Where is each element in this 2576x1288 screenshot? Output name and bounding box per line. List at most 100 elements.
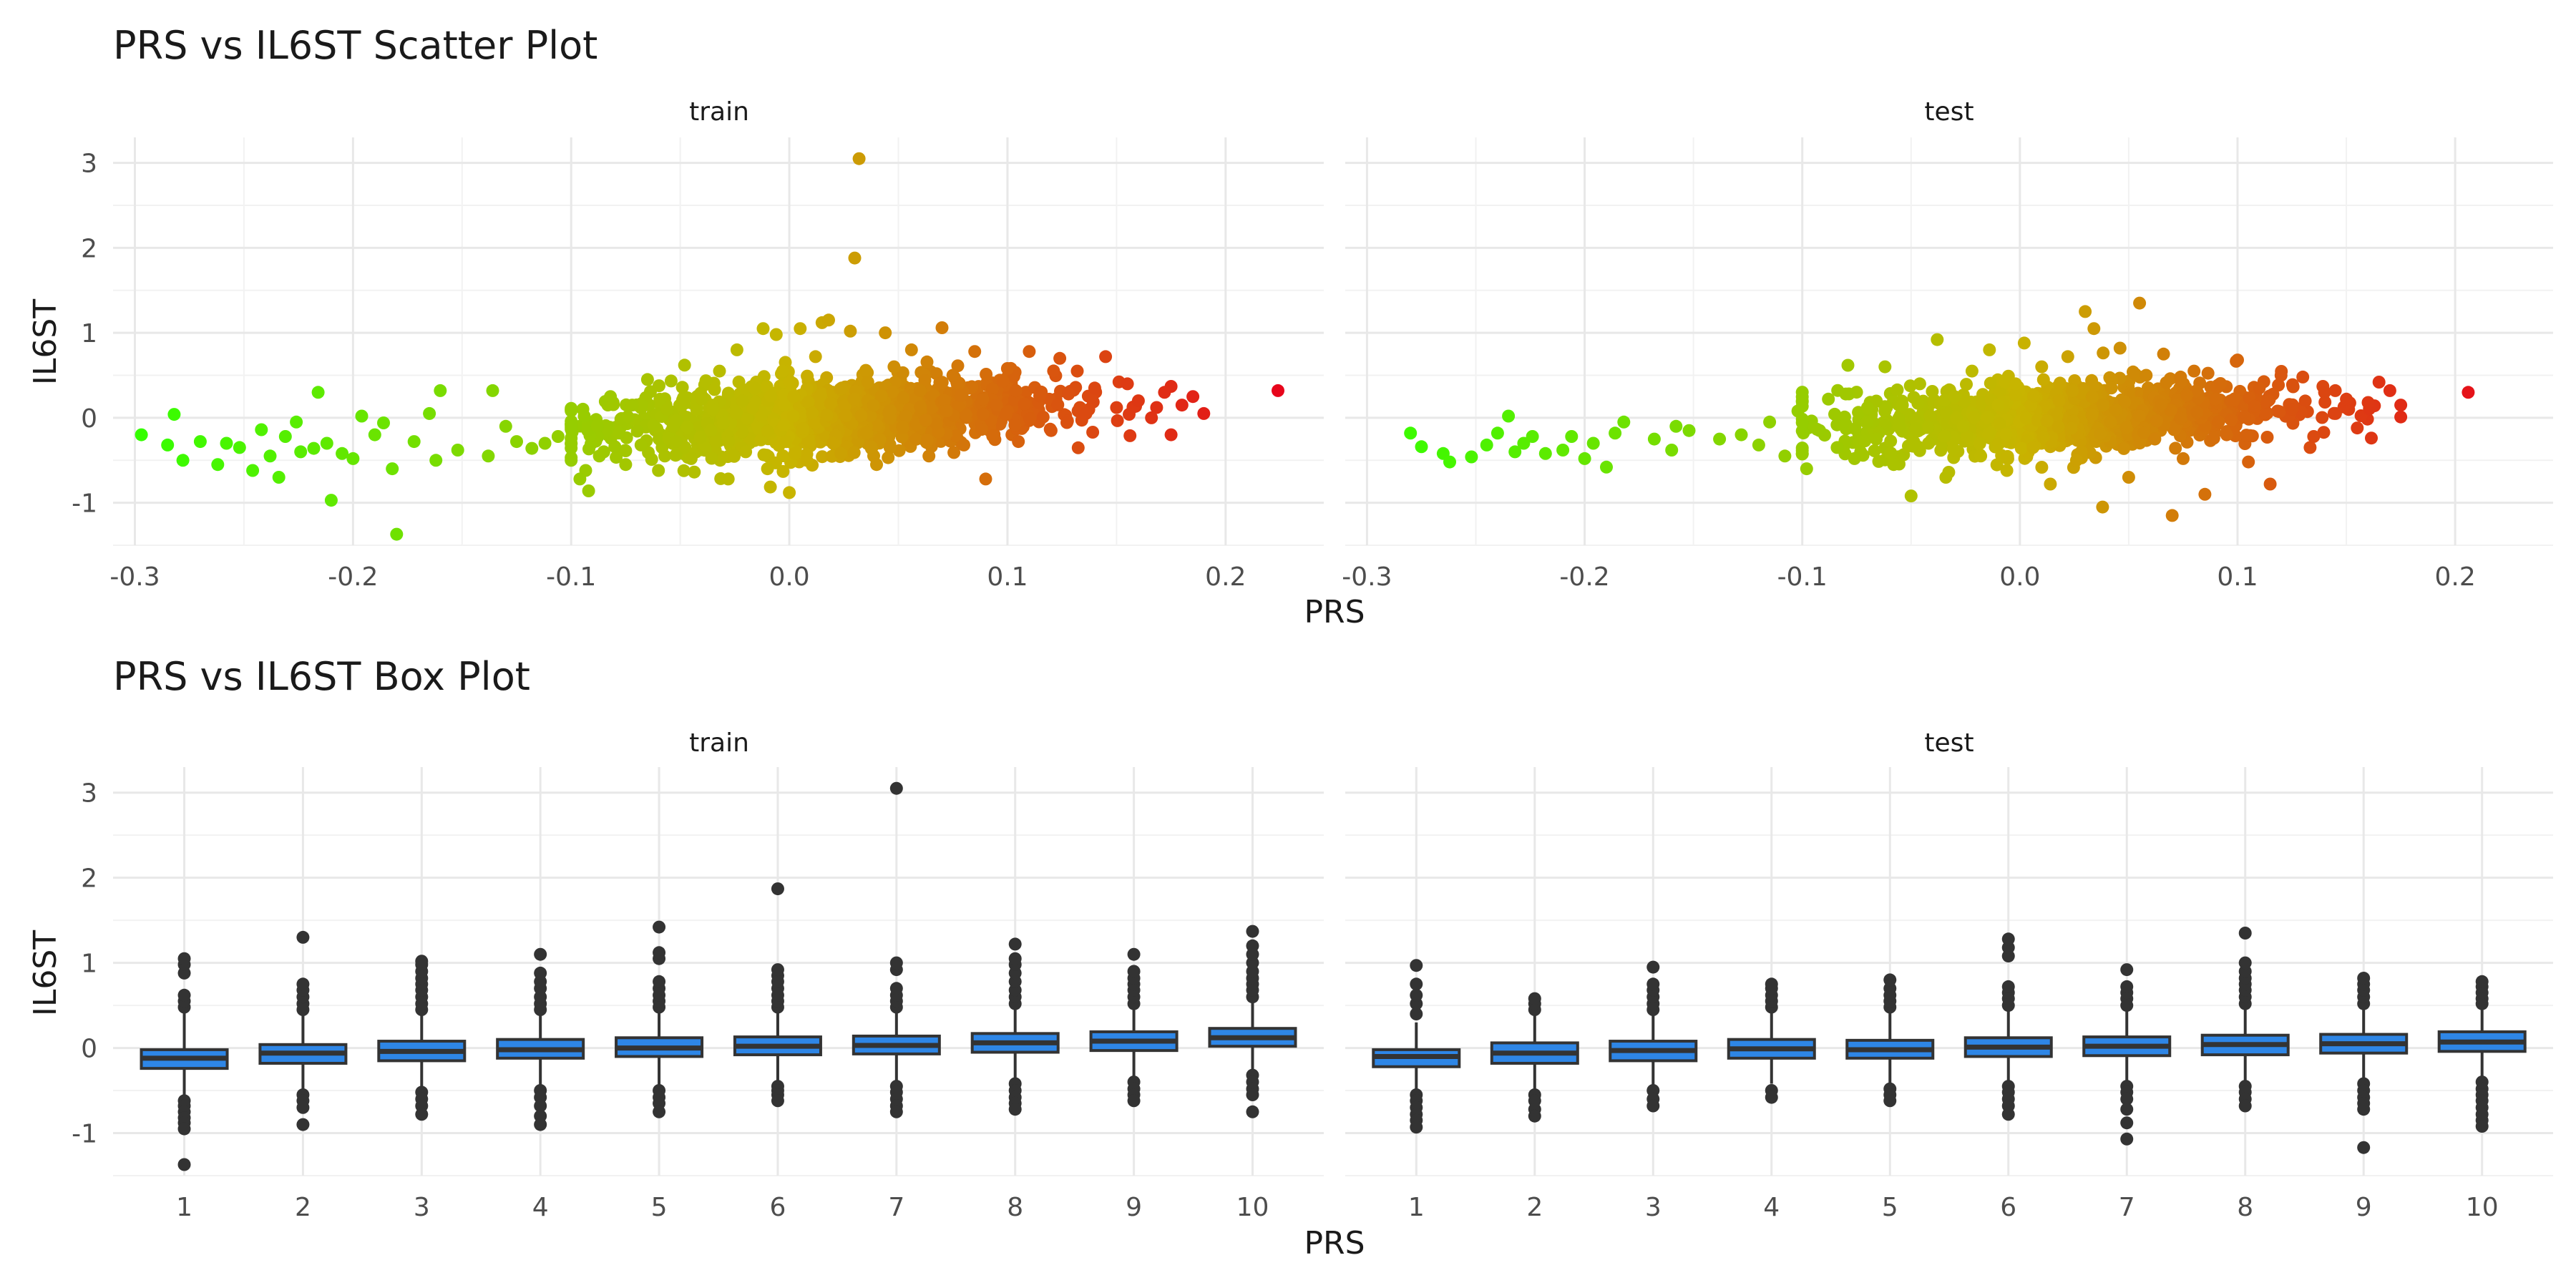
scatter-point [1752, 438, 1765, 452]
box-panels: 1 2 3 4 5 6 7 8 9 10 -1 0 1 2 3 1 2 3 4 5 6 7 8 9 10 [72, 767, 2553, 1222]
x-tick-label: 4 [1763, 1193, 1780, 1222]
scatter-point [2069, 454, 2083, 467]
scatter-point [653, 432, 665, 446]
scatter-point [368, 428, 381, 441]
scatter-point [883, 441, 897, 454]
scatter-point [2132, 409, 2146, 423]
scatter-point [1175, 399, 1189, 412]
scatter-point [930, 417, 943, 431]
scatter-point [741, 411, 754, 425]
scatter-point [2214, 377, 2228, 390]
scatter-point [1062, 387, 1075, 401]
scatter-point [2351, 421, 2364, 435]
x-tick-label: 5 [651, 1193, 668, 1222]
scatter-point [2035, 461, 2049, 474]
scatter-point [746, 401, 759, 414]
scatter-point [2085, 408, 2099, 421]
outlier-point [2001, 980, 2015, 993]
scatter-point [688, 465, 701, 479]
scatter-point [635, 398, 648, 411]
scatter-point [1000, 408, 1013, 421]
x-tick-label: 0.2 [2435, 562, 2476, 592]
scatter-point [1860, 416, 1873, 429]
scatter-point [874, 389, 888, 403]
scatter-point [390, 527, 404, 541]
scatter-point [1839, 387, 1853, 401]
scatter-point [2240, 429, 2253, 442]
scatter-point [2169, 441, 2182, 455]
scatter-point [1990, 458, 2004, 472]
scatter-point [946, 369, 960, 382]
scatter-point [311, 386, 325, 399]
scatter-point [1565, 430, 1579, 443]
scatter-point [960, 408, 972, 421]
scatter-point [1841, 358, 1855, 372]
scatter-point [1110, 401, 1123, 414]
scatter-point [1051, 398, 1065, 411]
scatter-point [1965, 364, 1979, 378]
scatter-point [486, 384, 499, 397]
scatter-point [914, 384, 927, 397]
scatter-point [2118, 395, 2132, 409]
scatter-point [2157, 347, 2170, 361]
scatter-point [721, 472, 735, 486]
scatter-point [2274, 369, 2288, 382]
scatter-panel-train: -0.3 -0.2 -0.1 0.0 0.1 0.2 -1 0 1 2 3 [72, 137, 1324, 592]
scatter-point [1870, 394, 1883, 408]
scatter-point [677, 464, 691, 477]
scatter-point [937, 394, 951, 407]
scatter-point [2014, 441, 2028, 455]
box-panel-test: 1 2 3 4 5 6 7 8 9 10 [1345, 767, 2553, 1222]
outlier-point [2120, 1132, 2134, 1146]
scatter-point [1044, 424, 1058, 437]
scatter-point [763, 480, 777, 494]
outlier-point [1646, 977, 1660, 991]
scatter-point [294, 445, 308, 459]
scatter-point [2303, 441, 2317, 454]
outlier-point [177, 1122, 191, 1136]
scatter-point [582, 484, 595, 497]
scatter-point [1556, 444, 1570, 457]
scatter-point [2198, 487, 2212, 501]
scatter-point [1272, 384, 1284, 397]
outlier-point [653, 975, 666, 988]
outlier-point [1646, 1099, 1660, 1113]
scatter-point [847, 446, 861, 459]
scatter-point [307, 441, 321, 455]
scatter-point [246, 464, 260, 477]
scatter-point [320, 436, 333, 450]
scatter-point [968, 345, 982, 358]
scatter-point [839, 409, 852, 422]
outlier-point [2001, 1108, 2015, 1121]
scatter-point [608, 440, 622, 454]
scatter-point [909, 432, 923, 446]
scatter-x-axis-label: PRS [1304, 594, 1365, 630]
scatter-point [618, 444, 632, 457]
outlier-point [2001, 932, 2015, 946]
outlier-point [1528, 992, 1541, 1005]
scatter-point [847, 392, 861, 406]
x-tick-label: 6 [2000, 1193, 2016, 1222]
x-tick-label: 10 [2466, 1193, 2499, 1222]
scatter-point [940, 404, 953, 418]
box-test-10 [2437, 975, 2527, 1133]
scatter-point [630, 424, 644, 438]
y-tick-label: 3 [81, 779, 97, 809]
scatter-point [377, 416, 390, 429]
scatter-point [713, 364, 726, 378]
scatter-point [2220, 428, 2233, 441]
scatter-point [2085, 374, 2099, 387]
scatter-point [788, 447, 801, 461]
box-train-1 [140, 952, 229, 1171]
scatter-point [1517, 436, 1531, 450]
outlier-point [1246, 1105, 1259, 1118]
scatter-point [1047, 364, 1060, 378]
scatter-point [709, 435, 723, 449]
scatter-point [1526, 430, 1539, 443]
scatter-point [690, 403, 703, 416]
scatter-point [777, 419, 791, 432]
scatter-point [429, 454, 443, 467]
outlier-point [1246, 1088, 1259, 1101]
outlier-point [2120, 1103, 2134, 1116]
scatter-point [669, 449, 683, 462]
